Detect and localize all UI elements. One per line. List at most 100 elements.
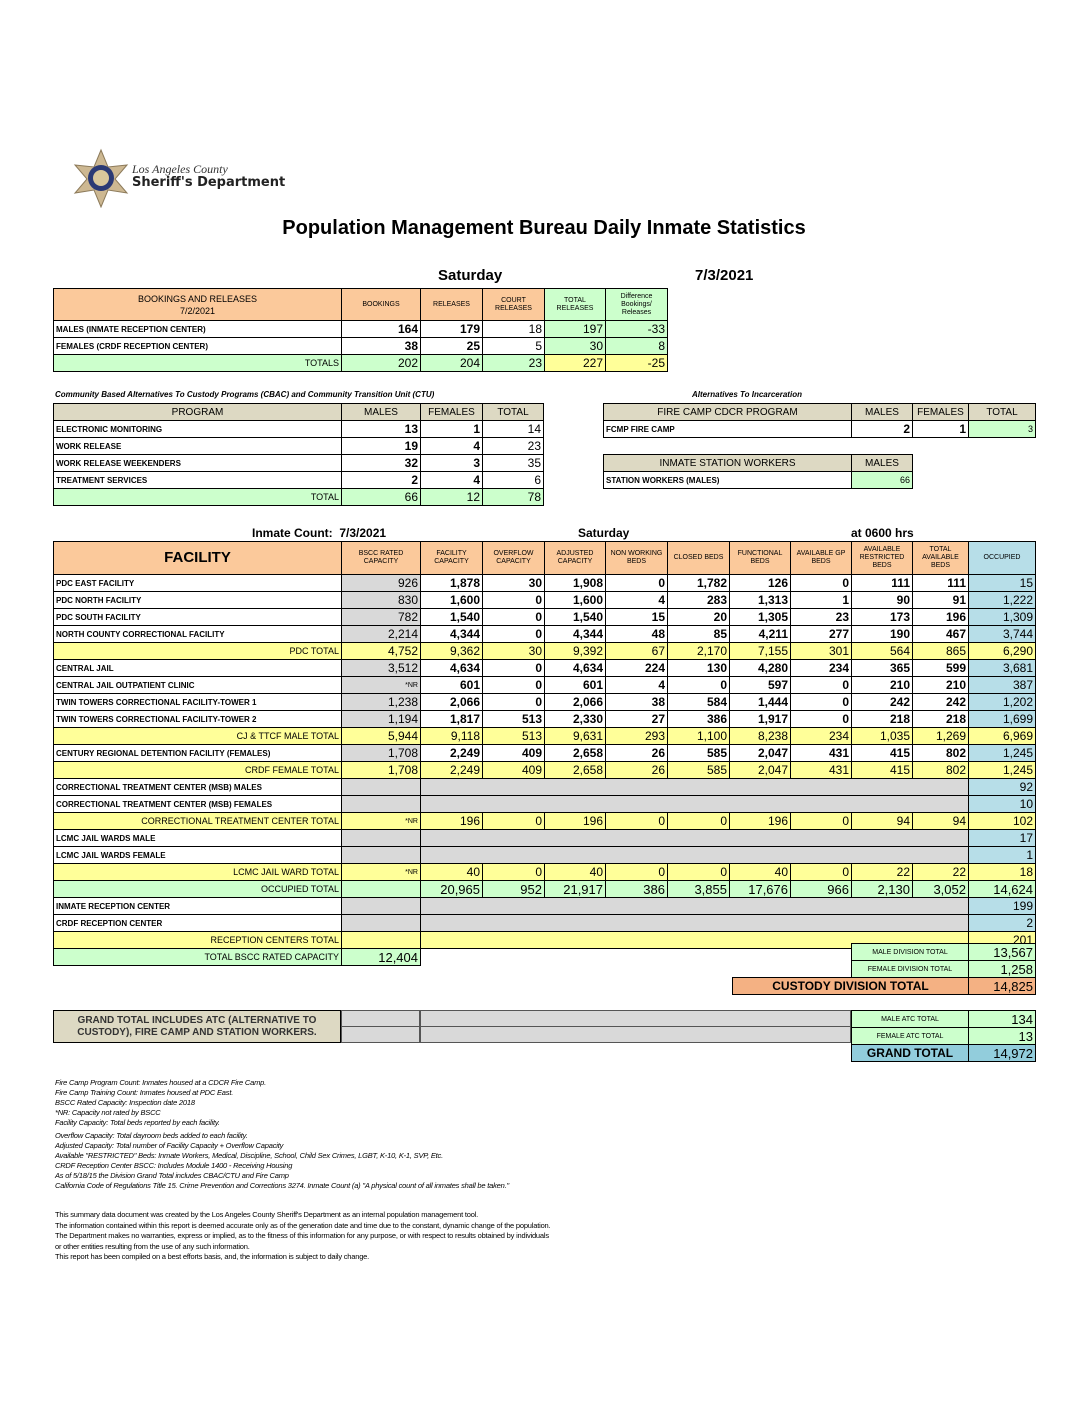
inmate-count-line: Inmate Count: 7/3/2021	[252, 526, 386, 540]
female-division-total: 1,258	[968, 960, 1036, 978]
cell: 9,392	[544, 642, 606, 660]
table-row: FCMP FIRE CAMP 2 1 3	[603, 420, 1036, 438]
cell: 202	[341, 354, 421, 372]
row-label: CENTRAL JAIL	[53, 659, 342, 677]
row-label: OCCUPIED TOTAL	[53, 880, 342, 898]
blank-cell	[420, 931, 969, 949]
cell: 9,631	[544, 727, 606, 745]
cell: 0	[482, 863, 545, 881]
cell: 301	[790, 642, 852, 660]
cell: 2,249	[420, 761, 483, 779]
row-label: NORTH COUNTY CORRECTIONAL FACILITY	[53, 625, 342, 643]
table-row: PDC EAST FACILITY 926 1,878 30 1,908 0 1,782 12…	[53, 574, 1036, 592]
cell: 4	[420, 471, 483, 489]
row-label: LCMC JAIL WARD TOTAL	[53, 863, 342, 881]
cell: 0	[482, 812, 545, 830]
cell: 14	[482, 420, 544, 438]
cell: 22	[912, 863, 969, 881]
cell: 17	[968, 829, 1036, 847]
cell: 218	[851, 710, 913, 728]
cell: 1,305	[729, 608, 791, 626]
cell: 2,047	[729, 761, 791, 779]
row-label: TOTAL BSCC RATED CAPACITY	[53, 948, 342, 966]
footnote: Available "RESTRICTED" Beds: Inmate Work…	[55, 1151, 443, 1160]
row-label: FCMP FIRE CAMP	[603, 420, 852, 438]
cell: 242	[851, 693, 913, 711]
grey-cell	[341, 897, 421, 915]
cell: 386	[605, 880, 668, 898]
cell: 2,658	[544, 761, 606, 779]
male-atc-label: MALE ATC TOTAL	[851, 1010, 969, 1028]
cell: 8	[605, 337, 668, 355]
cell: 599	[912, 659, 969, 677]
cell: 802	[912, 744, 969, 762]
cell: 513	[482, 727, 545, 745]
row-label: CORRECTIONAL TREATMENT CENTER TOTAL	[53, 812, 342, 830]
cell: 2,066	[420, 693, 483, 711]
row-label: WORK RELEASE WEEKENDERS	[53, 454, 342, 472]
row-label: TREATMENT SERVICES	[53, 471, 342, 489]
row-label: CORRECTIONAL TREATMENT CENTER (MSB) FEMA…	[53, 795, 342, 813]
bookings-table: BOOKINGS AND RELEASES 7/2/2021 BOOKINGS R…	[53, 288, 668, 372]
cell: 227	[544, 354, 606, 372]
grey-cell	[420, 914, 969, 932]
cell: 179	[420, 320, 483, 338]
cell: 196	[420, 812, 483, 830]
table-row: FEMALES (CRDF RECEPTION CENTER) 38 25 5 30 8	[53, 337, 668, 355]
cell: -25	[605, 354, 668, 372]
cell: 1	[420, 420, 483, 438]
cell: 2,170	[667, 642, 730, 660]
cell: 40	[729, 863, 791, 881]
footnote: Facility Capacity: Total beds reported b…	[55, 1118, 220, 1127]
cell: 38	[605, 693, 668, 711]
cell: 30	[544, 337, 606, 355]
cell: 1,917	[729, 710, 791, 728]
cell: 283	[667, 591, 730, 609]
cell: 431	[790, 761, 852, 779]
table-row: OCCUPIED TOTAL 20,965 952 21,917 386 3,855 17,…	[53, 880, 1036, 898]
cell: 20	[667, 608, 730, 626]
table-row: TWIN TOWERS CORRECTIONAL FACILITY-TOWER …	[53, 710, 1036, 728]
footnote: Fire Camp Program Count: Inmates housed …	[55, 1078, 266, 1087]
cell: 0	[482, 591, 545, 609]
custody-division-total: CUSTODY DIVISION TOTAL 14,825	[732, 977, 1036, 995]
table-row: CRDF RECEPTION CENTER 2	[53, 914, 1036, 932]
cell: 0	[605, 574, 668, 592]
cell: 30	[482, 642, 545, 660]
col-females: FEMALES	[420, 403, 483, 421]
row-label: CENTRAL JAIL OUTPATIENT CLINIC	[53, 676, 342, 694]
table-row: PDC SOUTH FACILITY 782 1,540 0 1,540 15 20 1,30…	[53, 608, 1036, 626]
col-header: BSCC RATED CAPACITY	[341, 541, 421, 575]
footnote: *NR: Capacity not rated by BSCC	[55, 1108, 161, 1117]
cell: 218	[912, 710, 969, 728]
cell: 3	[420, 454, 483, 472]
row-label: LCMC JAIL WARDS MALE	[53, 829, 342, 847]
cell: 4	[605, 591, 668, 609]
cell: 0	[482, 693, 545, 711]
cell: 199	[968, 897, 1036, 915]
cell: 242	[912, 693, 969, 711]
col-header: AVAILABLE RESTRICTED BEDS	[851, 541, 913, 575]
col-header: FUNCTIONAL BEDS	[729, 541, 791, 575]
cell: 23	[790, 608, 852, 626]
disclaimer-line: The information contained within this re…	[55, 1220, 551, 1230]
grey-cell	[420, 829, 969, 847]
cell: 234	[790, 659, 852, 677]
table-row: NORTH COUNTY CORRECTIONAL FACILITY 2,214 4…	[53, 625, 1036, 643]
station-workers-table: INMATE STATION WORKERS MALES STATION WORK…	[603, 454, 913, 489]
cell: 0	[790, 812, 852, 830]
table-row: TOTAL BSCC RATED CAPACITY 12,404	[53, 948, 1036, 966]
row-label: CRDF FEMALE TOTAL	[53, 761, 342, 779]
row-label: CJ & TTCF MALE TOTAL	[53, 727, 342, 745]
cell: 1	[968, 846, 1036, 864]
cell: 32	[341, 454, 421, 472]
cell: 0	[790, 863, 852, 881]
disclaimer-line: This summary data document was created b…	[55, 1210, 479, 1219]
cell: 926	[341, 574, 421, 592]
col-males: MALES	[851, 454, 913, 472]
table-row: CORRECTIONAL TREATMENT CENTER (MSB) MALE…	[53, 778, 1036, 796]
table-row: LCMC JAIL WARDS MALE 17	[53, 829, 1036, 847]
row-label: RECEPTION CENTERS TOTAL	[53, 931, 342, 949]
table-row: INMATE RECEPTION CENTER 199	[53, 897, 1036, 915]
cell: 1,245	[968, 744, 1036, 762]
